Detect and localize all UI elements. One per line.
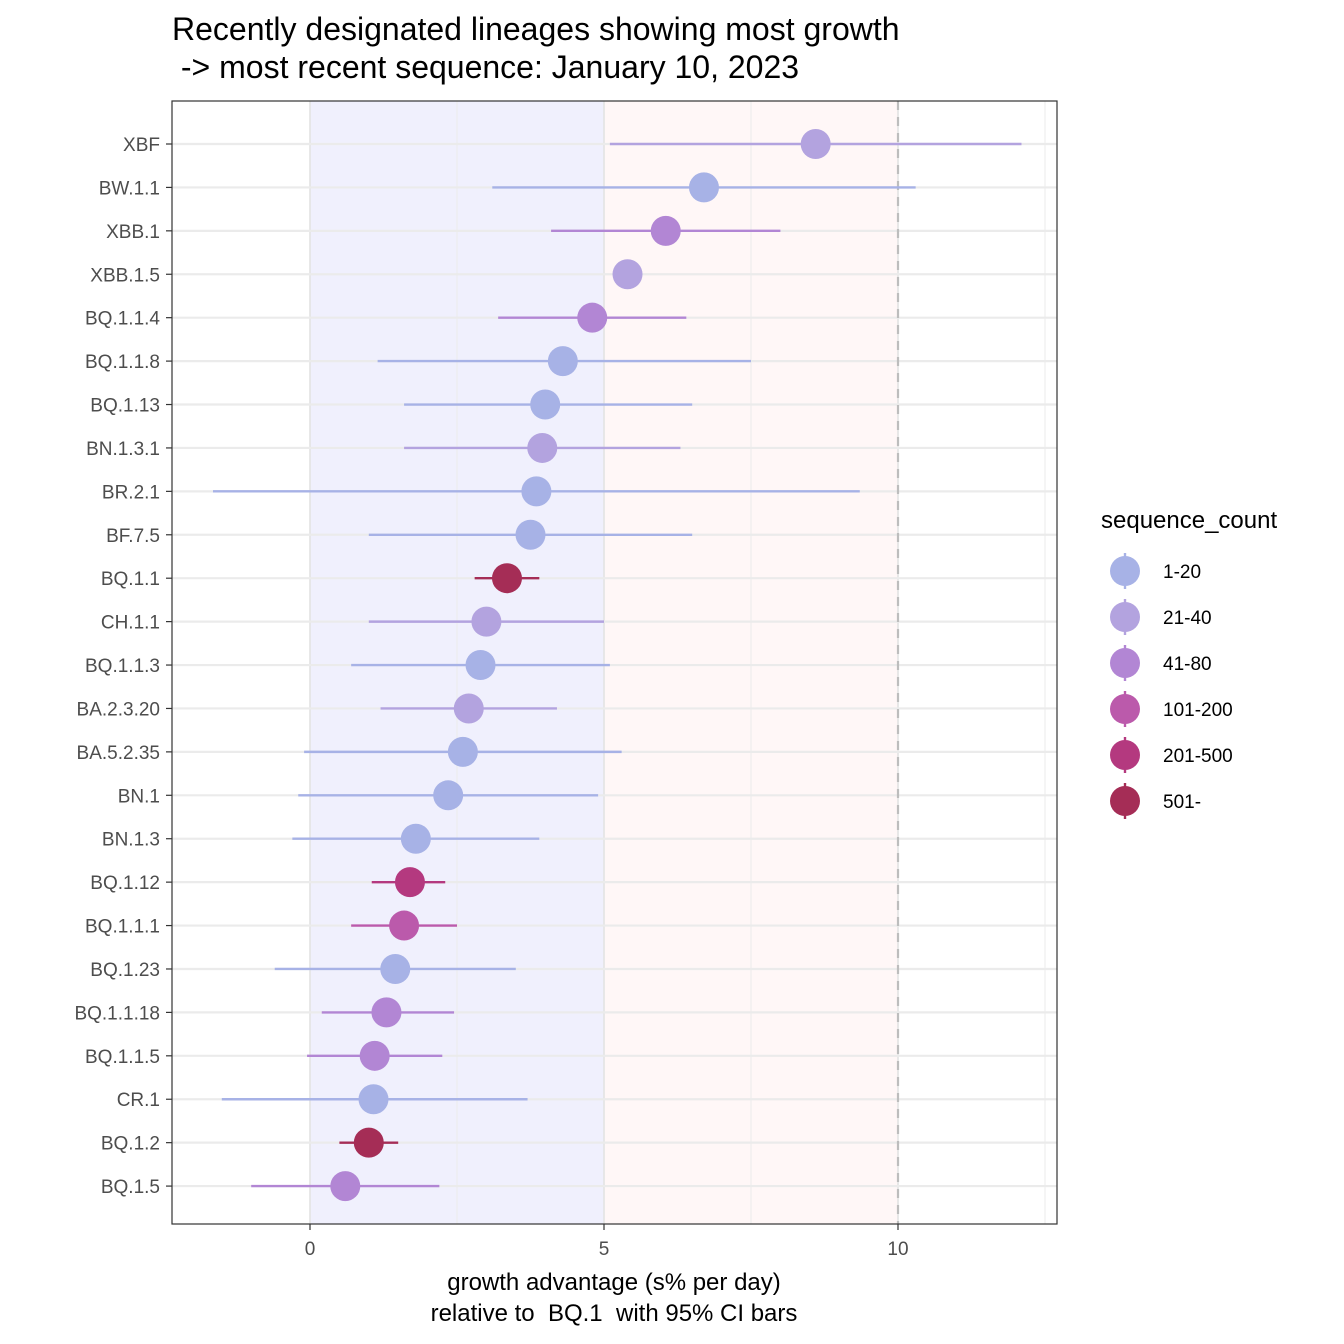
legend-key-point [1110, 786, 1140, 816]
y-tick-label: XBB.1 [106, 222, 160, 243]
y-tick-label: BQ.1.1.8 [85, 352, 160, 373]
data-point [530, 389, 561, 420]
y-tick-label: XBB.1.5 [90, 265, 160, 286]
legend-key-point [1110, 648, 1140, 678]
data-point [527, 432, 558, 463]
y-tick-label: BQ.1.1.1 [85, 917, 160, 938]
legend-label: 501- [1163, 792, 1201, 813]
y-tick-label: BQ.1.23 [90, 960, 160, 981]
y-tick-label: BA.2.3.20 [77, 699, 160, 720]
y-tick-label: BQ.1.1.18 [74, 1003, 160, 1024]
data-point [688, 172, 719, 203]
legend-key-point [1110, 740, 1140, 770]
y-tick-label: BW.1.1 [99, 178, 160, 199]
data-point [521, 476, 552, 507]
data-point [371, 997, 402, 1028]
plot-panel [171, 100, 1058, 1225]
legend-label: 21-40 [1163, 608, 1212, 629]
y-tick-label: BF.7.5 [106, 526, 160, 547]
data-point [612, 259, 643, 290]
chart-title: Recently designated lineages showing mos… [172, 11, 900, 47]
y-tick-label: BN.1.3.1 [86, 439, 160, 460]
y-tick-label: BR.2.1 [102, 482, 160, 503]
data-point [389, 910, 420, 941]
data-point [380, 953, 411, 984]
y-tick-label: BN.1 [118, 786, 160, 807]
x-tick-label: 5 [599, 1239, 610, 1260]
data-point [359, 1040, 390, 1071]
y-tick-label: BQ.1.1.5 [85, 1047, 160, 1068]
data-point [650, 215, 681, 246]
x-axis-ticks: 0 5 10 [305, 1224, 909, 1260]
legend-key-point [1110, 602, 1140, 632]
data-point [330, 1171, 361, 1202]
panel-border [171, 100, 1058, 1225]
data-point [577, 302, 608, 333]
x-axis-label: growth advantage (s% per day) [447, 1269, 781, 1296]
legend-label: 1-20 [1163, 562, 1201, 583]
y-tick-label: BQ.1.13 [90, 396, 160, 417]
x-tick-label: 0 [305, 1239, 316, 1260]
legend-label: 101-200 [1163, 700, 1233, 721]
y-tick-label: XBF [123, 135, 160, 156]
data-point [800, 129, 831, 159]
data-point [447, 736, 478, 767]
y-tick-label: BQ.1.1.3 [85, 656, 160, 677]
data-point [358, 1084, 389, 1115]
data-points [330, 129, 831, 1202]
x-axis-label-line2: relative to BQ.1 with 95% CI bars [431, 1300, 798, 1327]
y-tick-label: BQ.1.2 [101, 1134, 160, 1155]
y-tick-label: BQ.1.5 [101, 1177, 160, 1198]
y-tick-label: BA.5.2.35 [77, 743, 160, 764]
legend: sequence_count 1-20 21-40 41-80 101-200 201-… [1101, 507, 1277, 819]
data-point [400, 823, 431, 854]
y-axis-ticks: XBF BW.1.1 XBB.1 XBB.1.5 BQ.1.1.4 BQ.1.1.8 BQ.… [74, 135, 172, 1198]
data-point [453, 693, 484, 724]
data-point [394, 867, 425, 898]
y-tick-label: CR.1 [117, 1090, 160, 1111]
data-point [465, 650, 496, 681]
y-tick-label: CH.1.1 [101, 613, 160, 634]
data-point [471, 606, 502, 637]
data-point [547, 346, 578, 377]
data-point [491, 563, 522, 594]
legend-key-point [1110, 694, 1140, 724]
legend-label: 201-500 [1163, 746, 1233, 767]
legend-key-point [1110, 556, 1140, 586]
legend-title: sequence_count [1101, 507, 1277, 534]
legend-label: 41-80 [1163, 654, 1212, 675]
x-tick-label: 10 [887, 1239, 908, 1260]
y-tick-label: BQ.1.1.4 [85, 309, 160, 330]
data-point [515, 519, 546, 550]
chart-subtitle: -> most recent sequence: January 10, 202… [172, 49, 799, 85]
y-tick-label: BN.1.3 [102, 830, 160, 851]
data-point [433, 780, 464, 811]
y-tick-label: BQ.1.12 [90, 873, 160, 894]
y-tick-label: BQ.1.1 [101, 569, 160, 590]
data-point [353, 1127, 384, 1158]
